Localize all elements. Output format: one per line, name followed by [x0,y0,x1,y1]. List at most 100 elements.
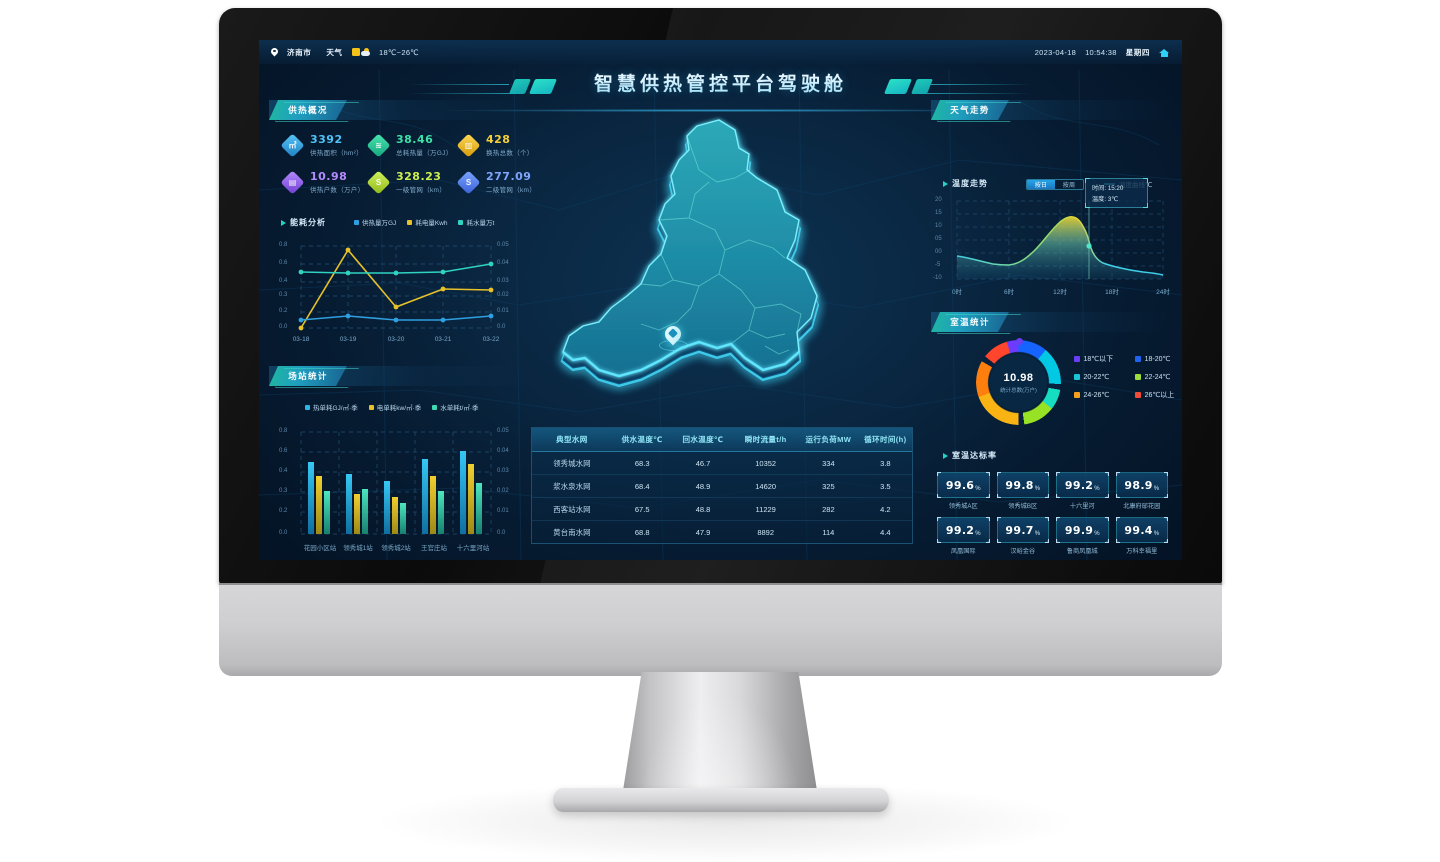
time-label: 10:54:38 [1085,47,1117,57]
legend-item[interactable]: 耗电量Kwh [407,217,447,227]
table-row[interactable]: 领秀城水网 68.3 46.7 10352 334 3.8 [532,451,912,475]
station-stats-chart: 0.8 0.6 0.4 0.3 0.2 0.0 0.05 0.04 0.03 0… [275,418,523,558]
rate-card[interactable]: 99.2 % [937,517,990,543]
rate-card-cell[interactable]: 99.8 % 领秀城B区 [996,472,1049,510]
typical-water-network-table[interactable]: 典型水网 供水温度℃ 回水温度℃ 瞬时流量t/h 运行负荷MW 循环时间(h) … [531,427,913,544]
heat-icon: ≋ [366,133,391,158]
panel-tab-station-stats: 场站统计 [269,366,347,386]
legend-item[interactable]: 电单耗kw/㎡·季 [368,402,421,412]
legend-item[interactable]: 供热量万GJ [354,217,396,227]
rate-card-cell[interactable]: 99.2 % 十六里河 [1056,472,1109,510]
y-tick: 15 [935,210,942,216]
legend-item[interactable]: 18℃以下 [1074,354,1113,364]
table-row[interactable]: 黄台南水网 68.8 47.9 8892 114 4.4 [532,521,912,544]
weather-period-toggle[interactable]: 按日 按周 [1026,179,1084,190]
y-tick-left: 0.8 [279,242,288,248]
station-marker[interactable] [659,322,688,351]
rate-card-grid: 99.6 % 领秀城A区 99.8 % 领秀城B区 [937,472,1168,555]
topbar-right-group: 2023-04-18 10:54:38 星期四 [1035,47,1170,58]
y-tick-right: 0.04 [497,448,509,454]
y-tick-left: 0.0 [279,324,288,330]
cell-flow: 11229 [733,497,798,521]
rate-card[interactable]: 99.4 % [1115,517,1168,543]
cell-return-temp: 46.7 [672,451,734,475]
stat-label: 二级管网（km） [486,186,537,194]
table-row[interactable]: 浆水泉水网 68.4 48.9 14620 325 3.5 [532,474,912,498]
panel-heating-overview: 供热概况 [269,100,534,120]
rate-value: 99.4 [1124,523,1153,537]
rate-label: 领秀城B区 [1008,503,1038,510]
rate-value: 98.9 [1124,478,1153,492]
indoor-temp-donut[interactable]: 10.98 统计总数(万户) [976,338,1061,425]
y-tick-right: 0.03 [497,278,509,284]
home-icon[interactable] [1159,47,1170,57]
location-pin-icon [271,48,278,57]
toggle-option-week[interactable]: 按周 [1062,183,1076,189]
toggle-option-day[interactable]: 按日 [1027,180,1055,189]
rate-card[interactable]: 99.2 % [1056,472,1109,498]
rate-card[interactable]: 99.9 % [1056,517,1109,543]
title-line-right-2 [919,93,1031,94]
legend-item[interactable]: 22-24℃ [1135,373,1174,381]
rate-card[interactable]: 99.7 % [996,517,1049,543]
donut-center: 10.98 统计总数(万户) [990,354,1047,411]
title-deco-right-1 [883,79,913,94]
energy-chart-svg [298,245,494,331]
y-tick-right: 0.04 [497,260,509,266]
jinan-map[interactable] [549,108,899,428]
rate-card-cell[interactable]: 99.6 % 领秀城A区 [937,472,990,510]
y-tick-left: 0.3 [279,292,288,298]
rate-value: 99.8 [1005,478,1034,492]
rate-card-cell[interactable]: 99.4 % 万科幸福里 [1115,517,1168,555]
sun-cloud-icon [351,48,371,56]
weather-label: 天气 [326,47,343,57]
y-tick-left: 0.4 [279,468,288,474]
rate-card[interactable]: 99.6 % [937,472,990,498]
y-tick-right: 0.03 [497,468,509,474]
top-status-bar: 济南市 天气 18℃~26℃ 2023-04-18 10:54:38 星期四 [259,40,1182,64]
legend-item[interactable]: 热单耗GJ/㎡·季 [305,402,358,412]
legend-item[interactable]: 24-26℃ [1074,390,1113,400]
rate-card[interactable]: 99.8 % [996,472,1049,498]
rate-card-cell[interactable]: 99.9 % 鲁商凤凰城 [1056,517,1109,555]
city-label: 济南市 [287,47,312,57]
legend-item[interactable]: 18-20℃ [1135,354,1174,364]
rate-card[interactable]: 98.9 % [1115,472,1168,498]
rate-card-cell[interactable]: 98.9 % 北康府邸花园 [1115,472,1168,510]
cell-network: 黄台南水网 [553,527,591,537]
legend-item[interactable]: 耗水量万t [458,217,494,227]
rate-value: 99.9 [1064,523,1094,537]
y-tick: -10 [933,275,942,281]
y-tick-right: 0.05 [497,242,509,248]
col-header-cycle-time: 循环时间(h) [858,428,912,452]
rate-card-cell[interactable]: 99.7 % 汉峪金谷 [996,517,1049,555]
x-tick: 18时 [1105,289,1119,296]
x-tick: 03-22 [482,336,500,343]
cell-cycle-time: 3.8 [858,451,912,475]
legend-item[interactable]: 20-22℃ [1074,373,1113,381]
cell-supply-temp: 68.3 [611,451,673,475]
panel-tab-heating-overview: 供热概况 [269,100,347,120]
stat-label: 换热总数（个） [486,149,534,157]
rate-unit: % [1153,531,1160,537]
y-tick-left: 0.0 [279,530,288,536]
date-label: 2023-04-18 [1034,47,1077,57]
y-tick-left: 0.6 [279,448,288,454]
energy-analysis-chart: 0.8 0.6 0.4 0.3 0.2 0.0 0.05 0.04 0.03 0… [275,232,523,350]
exchanger-icon: ▥ [456,133,481,158]
legend-item[interactable]: 26℃以上 [1135,390,1174,400]
panel-tab-weather-trend: 天气走势 [931,100,1009,120]
table-row[interactable]: 西客站水网 67.5 48.8 11229 282 4.2 [532,497,912,521]
cell-load: 282 [797,497,859,521]
stat-pipe-primary: S 328.23 一级管网（km） [366,170,446,195]
rate-label: 汉峪金谷 [1010,548,1036,555]
x-tick: 24时 [1156,289,1170,296]
page-title: 智慧供热管控平台驾驶舱 [594,69,847,96]
cell-load: 114 [822,527,835,537]
cell-flow: 14620 [733,474,798,498]
donut-center-value: 10.98 [1003,371,1034,384]
cell-supply-temp: 68.8 [634,527,650,537]
rate-card-cell[interactable]: 99.2 % 凤凰国际 [937,517,990,555]
x-tick: 十六里河站 [456,545,490,552]
legend-item[interactable]: 水单耗t/㎡·季 [432,402,478,412]
